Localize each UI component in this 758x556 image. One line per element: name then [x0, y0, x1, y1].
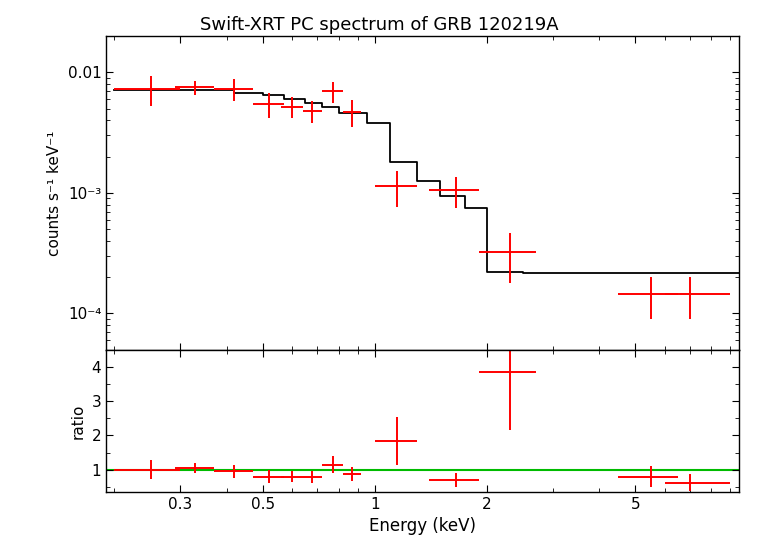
Text: Swift-XRT PC spectrum of GRB 120219A: Swift-XRT PC spectrum of GRB 120219A [199, 16, 559, 33]
Y-axis label: counts s⁻¹ keV⁻¹: counts s⁻¹ keV⁻¹ [47, 130, 62, 256]
Y-axis label: ratio: ratio [71, 403, 86, 439]
X-axis label: Energy (keV): Energy (keV) [369, 518, 476, 535]
